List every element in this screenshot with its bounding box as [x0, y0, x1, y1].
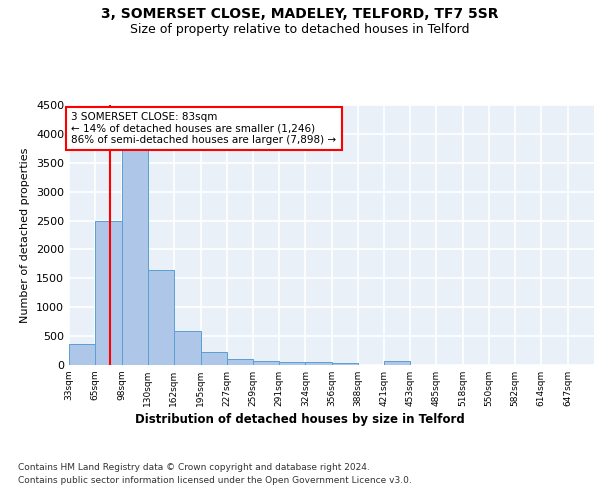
Bar — [200, 352, 227, 365]
Bar — [305, 362, 331, 365]
Bar — [174, 331, 200, 365]
Text: Contains HM Land Registry data © Crown copyright and database right 2024.: Contains HM Land Registry data © Crown c… — [18, 462, 370, 471]
Text: Distribution of detached houses by size in Telford: Distribution of detached houses by size … — [135, 412, 465, 426]
Bar — [69, 344, 95, 365]
Text: Size of property relative to detached houses in Telford: Size of property relative to detached ho… — [130, 22, 470, 36]
Bar — [148, 270, 174, 365]
Bar — [122, 148, 148, 365]
Bar — [95, 220, 122, 365]
Text: 3 SOMERSET CLOSE: 83sqm
← 14% of detached houses are smaller (1,246)
86% of semi: 3 SOMERSET CLOSE: 83sqm ← 14% of detache… — [71, 112, 337, 145]
Bar — [385, 361, 410, 365]
Bar — [253, 361, 278, 365]
Bar — [278, 362, 305, 365]
Text: Contains public sector information licensed under the Open Government Licence v3: Contains public sector information licen… — [18, 476, 412, 485]
Text: 3, SOMERSET CLOSE, MADELEY, TELFORD, TF7 5SR: 3, SOMERSET CLOSE, MADELEY, TELFORD, TF7… — [101, 8, 499, 22]
Bar — [227, 358, 253, 365]
Y-axis label: Number of detached properties: Number of detached properties — [20, 148, 31, 322]
Bar — [331, 363, 358, 365]
